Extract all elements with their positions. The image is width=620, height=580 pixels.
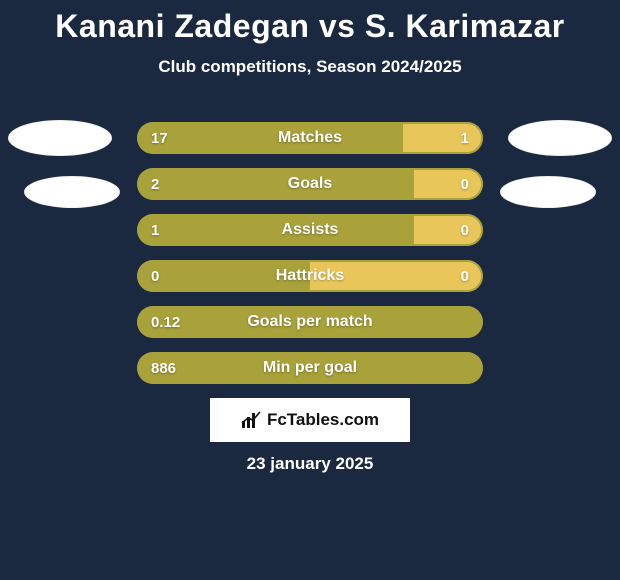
- player1-club-placeholder: [24, 176, 120, 208]
- page-title: Kanani Zadegan vs S. Karimazar: [0, 0, 620, 45]
- stat-label: Hattricks: [137, 260, 483, 292]
- brand-text: FcTables.com: [267, 410, 379, 430]
- player1-avatar-placeholder: [8, 120, 112, 156]
- subtitle: Club competitions, Season 2024/2025: [0, 57, 620, 77]
- chart-icon: [241, 411, 263, 429]
- stat-row: 886Min per goal: [137, 352, 483, 384]
- comparison-infographic: Kanani Zadegan vs S. Karimazar Club comp…: [0, 0, 620, 580]
- stat-label: Matches: [137, 122, 483, 154]
- stat-label: Min per goal: [137, 352, 483, 384]
- player2-avatar-placeholder: [508, 120, 612, 156]
- stat-label: Goals: [137, 168, 483, 200]
- stat-row: 171Matches: [137, 122, 483, 154]
- stat-label: Goals per match: [137, 306, 483, 338]
- stat-label: Assists: [137, 214, 483, 246]
- date-label: 23 january 2025: [0, 454, 620, 474]
- stat-row: 0.12Goals per match: [137, 306, 483, 338]
- stat-row: 10Assists: [137, 214, 483, 246]
- stats-panel: 171Matches 20Goals 10Assists 00Hattricks 0.1…: [137, 122, 483, 398]
- stat-row: 00Hattricks: [137, 260, 483, 292]
- brand-badge: FcTables.com: [210, 398, 410, 442]
- stat-row: 20Goals: [137, 168, 483, 200]
- player2-club-placeholder: [500, 176, 596, 208]
